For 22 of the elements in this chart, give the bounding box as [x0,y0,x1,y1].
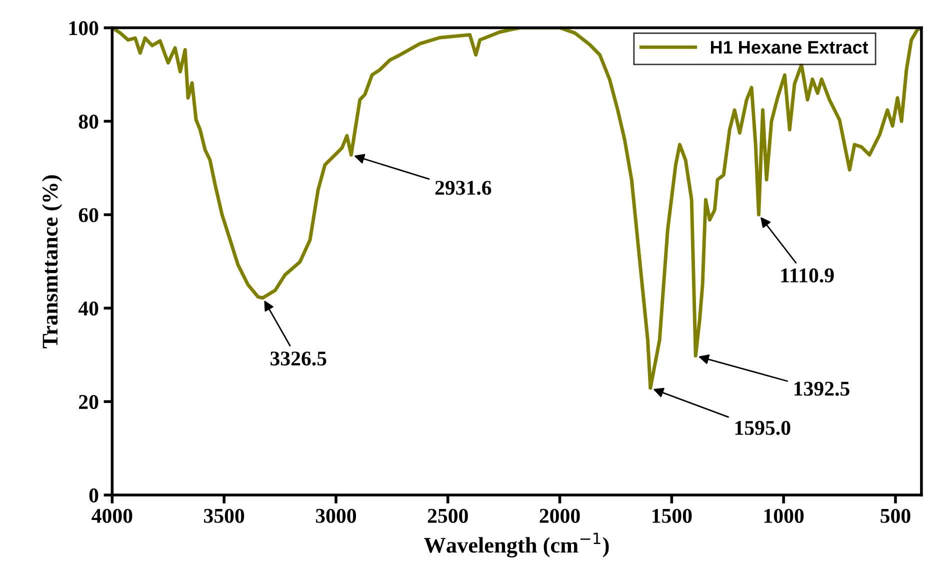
x-tick-label: 3500 [204,508,244,523]
annotation: 2931.6 [435,180,492,195]
y-tick-label: 40 [78,302,98,316]
x-tick-label: 2000 [540,508,580,523]
annotation: 3326.5 [270,352,326,366]
y-tick-label: 20 [79,394,98,410]
legend-label: H1 Hexane Extract [710,41,868,54]
annotation: 1595.0 [735,420,790,436]
y-axis-title: Transmttance (%) [42,175,62,348]
y-tick-label: 0 [89,488,98,502]
x-tick-label: 1000 [764,508,804,523]
x-tick-label: 2500 [428,508,468,523]
annotation: 1110.9 [781,268,834,282]
x-tick-label: 500 [880,508,910,523]
y-tick-label: 80 [78,114,98,129]
y-tick-label: 100 [69,21,98,36]
x-tick-label: 1500 [652,508,692,523]
annotation: 1392.5 [794,382,850,396]
x-axis-title: Wavelength (cm$^{−1}$) [424,532,609,558]
x-tick-label: 4000 [92,508,132,523]
x-tick-label: 3000 [316,508,356,523]
y-tick-label: 60 [78,208,98,222]
